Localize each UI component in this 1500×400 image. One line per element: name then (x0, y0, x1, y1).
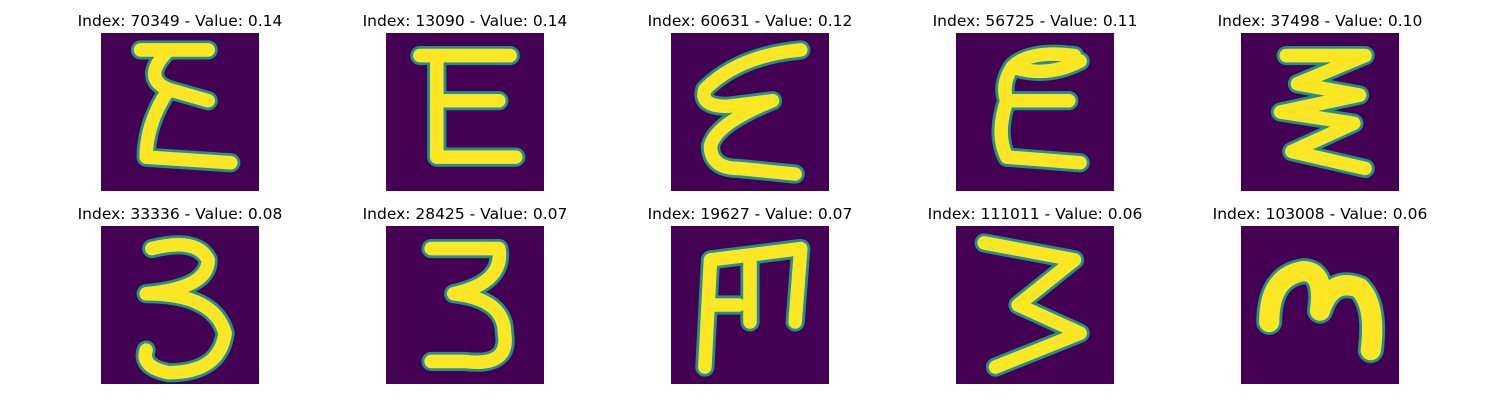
glyph-strokes (410, 45, 526, 167)
glyph-strokes (695, 238, 811, 377)
glyph-image (101, 33, 259, 191)
panel-title: Index: 103008 - Value: 0.06 (1212, 205, 1428, 223)
glyph-strokes (974, 233, 1090, 377)
glyph-image (671, 33, 829, 191)
panel-title: Index: 70349 - Value: 0.14 (77, 12, 283, 30)
panel-title: Index: 111011 - Value: 0.06 (927, 205, 1143, 223)
panel-title: Index: 56725 - Value: 0.11 (932, 12, 1138, 30)
image-panel-2: Index: 13090 - Value: 0.14 (335, 11, 595, 197)
glyph-strokes (135, 235, 235, 383)
panel-title: Index: 37498 - Value: 0.10 (1217, 12, 1423, 30)
image-panel-4: Index: 56725 - Value: 0.11 (905, 11, 1165, 197)
panel-title: Index: 28425 - Value: 0.07 (362, 205, 568, 223)
glyph-image (671, 226, 829, 384)
image-panel-10: Index: 103008 - Value: 0.06 (1190, 204, 1450, 390)
glyph-image (1241, 33, 1399, 191)
image-panel-6: Index: 33336 - Value: 0.08 (50, 204, 310, 390)
image-panel-9: Index: 111011 - Value: 0.06 (905, 204, 1165, 390)
glyph-image (956, 226, 1114, 384)
glyph-strokes (1270, 45, 1375, 179)
glyph-image (386, 226, 544, 384)
panel-title: Index: 13090 - Value: 0.14 (362, 12, 568, 30)
glyph-image (101, 226, 259, 384)
image-panel-5: Index: 37498 - Value: 0.10 (1190, 11, 1450, 197)
glyph-strokes (130, 40, 241, 173)
glyph-image (956, 33, 1114, 191)
glyph-strokes (421, 238, 515, 372)
glyph-image (1241, 226, 1399, 384)
panel-title: Index: 60631 - Value: 0.12 (647, 12, 853, 30)
image-panel-3: Index: 60631 - Value: 0.12 (620, 11, 880, 197)
panel-title: Index: 19627 - Value: 0.07 (647, 205, 853, 223)
glyph-strokes (1256, 258, 1386, 364)
glyph-strokes (694, 40, 811, 184)
panel-title: Index: 33336 - Value: 0.08 (77, 205, 283, 223)
image-panel-8: Index: 19627 - Value: 0.07 (620, 204, 880, 390)
image-panel-7: Index: 28425 - Value: 0.07 (335, 204, 595, 390)
glyph-strokes (991, 44, 1090, 173)
image-panel-1: Index: 70349 - Value: 0.14 (50, 11, 310, 197)
glyph-image (386, 33, 544, 191)
